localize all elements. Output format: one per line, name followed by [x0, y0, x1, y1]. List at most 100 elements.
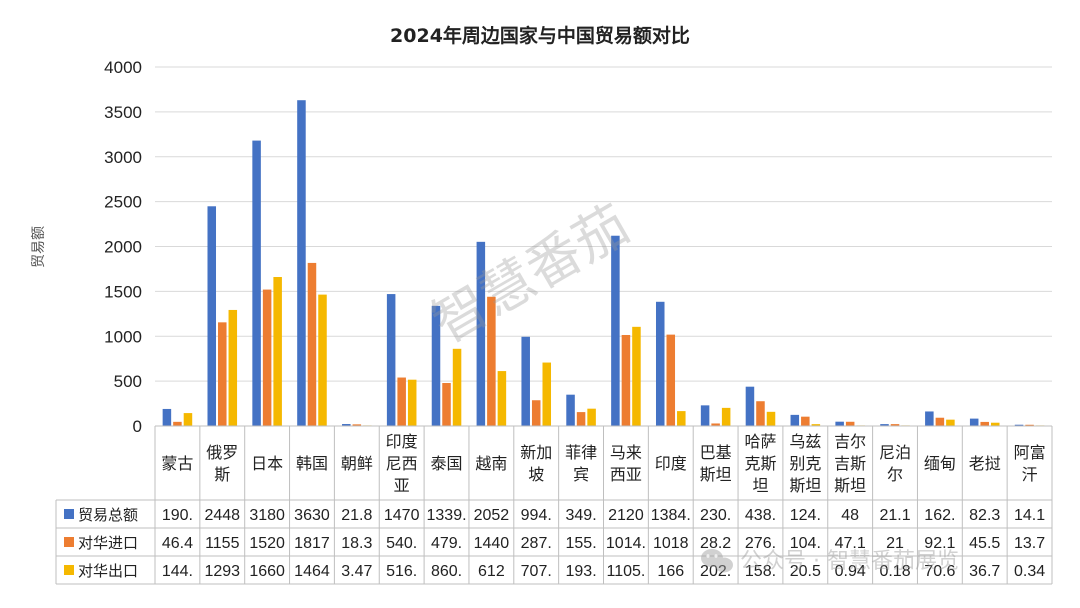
- bar-1-19: [969, 418, 979, 426]
- table-cell: 1384.: [651, 507, 691, 524]
- category-label: 印度: [386, 432, 418, 451]
- table-cell: 2120: [608, 507, 644, 524]
- table-cell: 230.: [700, 507, 731, 524]
- bar-2-2: [218, 322, 227, 426]
- table-cell: 438.: [745, 507, 776, 524]
- table-cell: 21.8: [341, 507, 372, 524]
- y-tick-label: 500: [114, 372, 142, 391]
- table-cell: 13.7: [1014, 535, 1045, 552]
- bar-3-1: [183, 413, 193, 426]
- category-label: 克斯: [744, 454, 776, 473]
- category-label: 缅甸: [924, 454, 956, 473]
- y-tick-label: 2000: [104, 238, 142, 257]
- bar-3-10: [587, 408, 596, 426]
- bar-1-4: [297, 100, 306, 427]
- table-cell: 1464: [294, 563, 330, 580]
- category-label: 亚: [394, 476, 410, 495]
- table-cell: 2052: [474, 507, 510, 524]
- category-label: 俄罗: [206, 443, 238, 462]
- category-label: 坡: [528, 465, 544, 484]
- table-cell: 21.1: [879, 507, 910, 524]
- bar-3-3: [273, 277, 282, 426]
- bar-3-6: [407, 379, 417, 426]
- table-cell: 82.3: [969, 507, 1000, 524]
- bar-1-10: [566, 394, 575, 426]
- bar-3-9: [542, 362, 552, 426]
- category-label: 西亚: [610, 465, 642, 484]
- y-tick-label: 4000: [104, 58, 142, 77]
- bar-3-4: [318, 294, 327, 426]
- chart-title: 2024年周边国家与中国贸易额对比: [390, 24, 690, 47]
- table-cell: 18.3: [341, 535, 372, 552]
- bar-1-18: [925, 411, 934, 426]
- bar-2-9: [531, 400, 541, 426]
- legend-label: 对华出口: [78, 562, 138, 580]
- table-cell: 516.: [386, 563, 417, 580]
- category-label: 菲律: [565, 443, 597, 462]
- category-label: 宾: [573, 465, 589, 484]
- table-cell: 1470: [384, 507, 420, 524]
- bar-3-19: [990, 422, 1000, 426]
- table-cell: 1014.: [606, 535, 646, 552]
- table-cell: 104.: [790, 535, 821, 552]
- bar-2-11: [621, 334, 631, 426]
- bar-2-17: [890, 424, 900, 426]
- bar-1-12: [655, 301, 665, 426]
- category-label: 越南: [475, 454, 507, 473]
- table-cell: 21: [886, 535, 904, 552]
- bar-2-15: [801, 416, 810, 426]
- legend-label: 对华进口: [78, 534, 138, 552]
- category-label: 斯: [214, 465, 230, 484]
- bar-1-16: [835, 421, 844, 426]
- bar-1-20: [1014, 424, 1024, 426]
- bar-3-11: [632, 326, 641, 426]
- table-cell: 1520: [249, 535, 285, 552]
- category-label: 吉尔: [834, 432, 866, 451]
- table-cell: 3180: [249, 507, 285, 524]
- table-cell: 1339.: [427, 507, 467, 524]
- table-cell: 124.: [790, 507, 821, 524]
- category-label: 韩国: [296, 454, 328, 473]
- watermark-bottom-text: 公众号 · 智慧番茄展览: [740, 549, 959, 574]
- category-label: 印度: [655, 454, 687, 473]
- category-label: 尼西: [386, 454, 418, 473]
- table-cell: 0.18: [879, 563, 910, 580]
- table-cell: 1105.: [606, 563, 645, 580]
- bar-1-11: [611, 235, 620, 426]
- category-label: 老挝: [969, 454, 1001, 473]
- bar-1-13: [700, 405, 710, 426]
- category-label: 斯坦: [700, 465, 732, 484]
- bar-3-14: [766, 411, 776, 426]
- table-cell: 158.: [745, 563, 776, 580]
- category-label: 哈萨: [744, 432, 776, 451]
- bar-1-9: [521, 336, 530, 426]
- category-label: 别克: [789, 454, 821, 473]
- table-cell: 994.: [521, 507, 552, 524]
- bar-1-17: [880, 424, 889, 426]
- table-cell: 48: [841, 507, 859, 524]
- legend-swatch: [64, 565, 74, 575]
- bar-2-8: [487, 296, 496, 426]
- category-label: 泰国: [431, 454, 463, 473]
- table-cell: 144.: [162, 563, 193, 580]
- table-cell: 166: [657, 563, 684, 580]
- bar-2-6: [397, 377, 406, 426]
- bar-1-14: [745, 386, 755, 426]
- bar-2-3: [262, 289, 272, 426]
- bars: [162, 100, 1045, 427]
- y-axis-label: 贸易额: [31, 226, 47, 268]
- table-cell: 28.2: [700, 535, 731, 552]
- bar-1-7: [431, 305, 441, 426]
- category-label: 坦: [752, 476, 768, 495]
- table-cell: 287.: [521, 535, 552, 552]
- table-cell: 276.: [745, 535, 776, 552]
- table-cell: 92.1: [924, 535, 955, 552]
- bar-3-12: [677, 411, 686, 426]
- category-label: 乌兹: [789, 432, 821, 451]
- category-label: 吉斯: [834, 454, 866, 473]
- bar-2-12: [666, 334, 676, 426]
- legend-swatch: [64, 537, 74, 547]
